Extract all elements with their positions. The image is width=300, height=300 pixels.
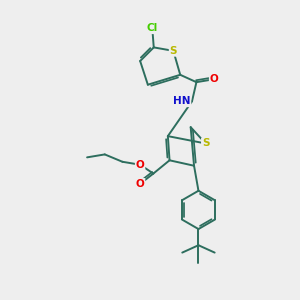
Text: HN: HN xyxy=(173,96,190,106)
Text: O: O xyxy=(136,160,145,170)
Text: O: O xyxy=(136,179,145,189)
Text: S: S xyxy=(169,46,177,56)
Text: S: S xyxy=(202,139,209,148)
Text: O: O xyxy=(210,74,218,84)
Text: Cl: Cl xyxy=(147,23,158,33)
